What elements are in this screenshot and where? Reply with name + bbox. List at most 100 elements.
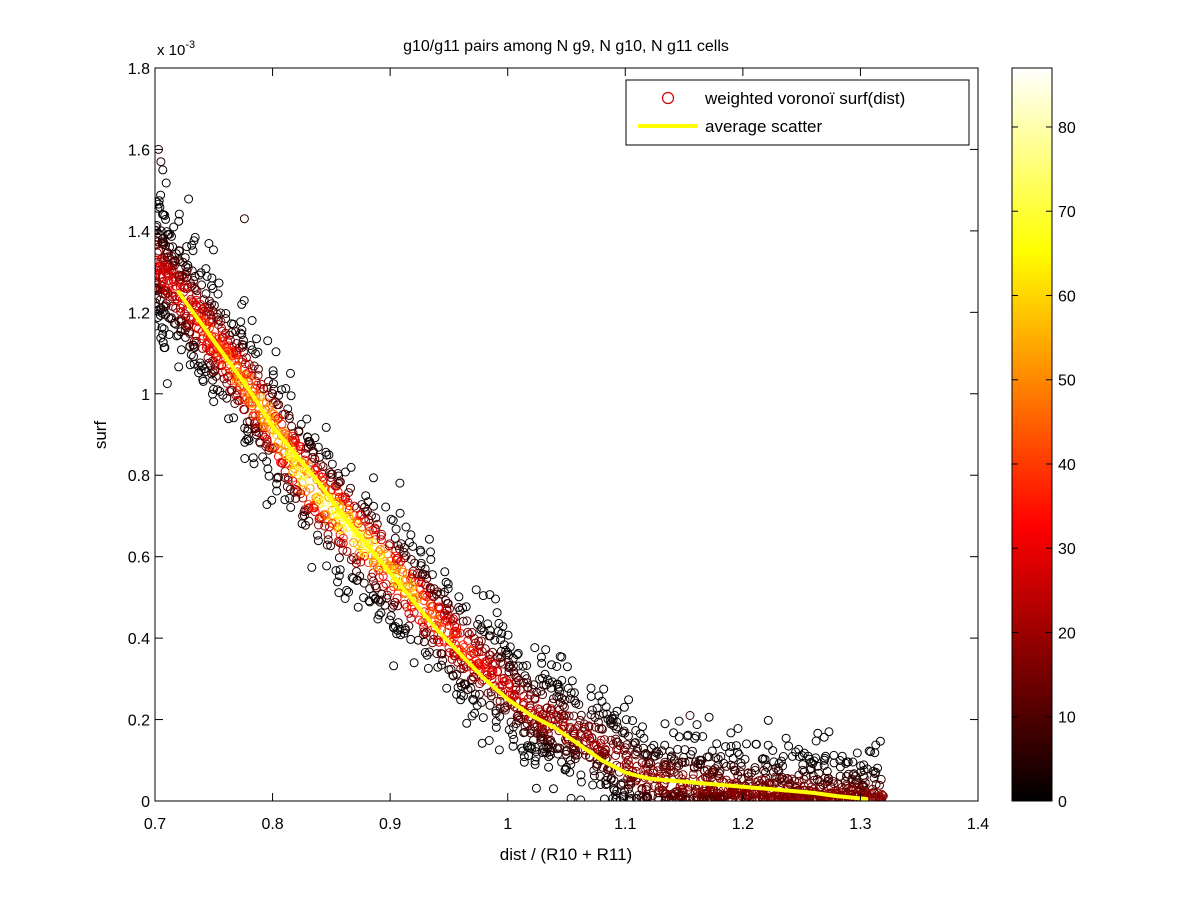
scatter-point (335, 565, 345, 575)
scatter-point (369, 473, 378, 483)
scatter-point (395, 478, 405, 488)
scatter-point (248, 453, 258, 463)
scatter-point (713, 754, 723, 764)
scatter-point (523, 682, 533, 692)
scatter-point (644, 757, 654, 767)
scatter-point (570, 754, 580, 764)
scatter-point (544, 678, 554, 688)
scatter-point (869, 773, 879, 783)
scatter-point (237, 330, 247, 339)
scatter-point (191, 331, 201, 341)
scatter-point (835, 762, 845, 772)
scatter-point (327, 518, 337, 528)
scatter-point (184, 194, 194, 204)
scatter-point (875, 780, 884, 790)
scatter-point (426, 584, 436, 594)
scatter-point (155, 284, 161, 294)
scatter-point (539, 680, 549, 690)
scatter-point (282, 459, 292, 469)
scatter-point (704, 712, 714, 722)
scatter-point (214, 278, 224, 288)
colorbar-tick-label: 60 (1058, 288, 1076, 305)
scatter-point (518, 746, 528, 756)
scatter-point (470, 689, 480, 699)
plot-background (155, 68, 978, 801)
scatter-point (851, 783, 861, 793)
scatter-point (438, 655, 448, 665)
scatter-point (231, 346, 241, 356)
scatter-point (619, 726, 629, 736)
scatter-point (299, 477, 309, 486)
scatter-point (711, 753, 721, 763)
scatter-point (529, 680, 539, 690)
scatter-point (198, 361, 208, 371)
scatter-point (221, 314, 231, 324)
scatter-point (530, 756, 540, 766)
scatter-point (365, 584, 375, 594)
scatter-point (187, 296, 196, 306)
scatter-point (536, 652, 546, 662)
scatter-point (344, 505, 354, 515)
scatter-point (637, 758, 647, 768)
scatter-point (678, 770, 688, 780)
scatter-point (441, 596, 451, 605)
scatter-point (693, 759, 703, 769)
scatter-point (369, 501, 378, 511)
scatter-point (269, 409, 279, 419)
scatter-point (641, 759, 651, 769)
scatter-point (280, 495, 290, 505)
scatter-point (408, 581, 418, 591)
scatter-point (828, 776, 838, 786)
scatter-point (201, 339, 211, 349)
scatter-point (562, 662, 572, 672)
scatter-point (613, 722, 622, 732)
scatter-point (731, 741, 741, 751)
legend-label-weighted: weighted voronoï surf(dist) (704, 89, 905, 108)
scatter-point (188, 340, 198, 350)
scatter-point (485, 590, 495, 600)
scatter-point (546, 705, 555, 715)
scatter-point (742, 739, 751, 749)
scatter-point (209, 245, 218, 255)
scatter-point (509, 734, 519, 744)
scatter-point (227, 319, 237, 329)
scatter-point (458, 616, 468, 626)
scatter-point (596, 780, 606, 789)
scatter-point (684, 794, 694, 801)
scatter-point (508, 661, 518, 671)
scatter-point (566, 793, 576, 801)
scatter-point (721, 742, 731, 752)
scatter-point (734, 750, 744, 759)
scatter-point (267, 443, 277, 453)
scatter-point (385, 615, 395, 625)
scatter-point (553, 679, 563, 689)
scatter-point (357, 500, 367, 509)
scatter-point (806, 764, 816, 774)
scatter-point (818, 780, 828, 790)
scatter-point (778, 752, 788, 761)
scatter-point (557, 757, 567, 767)
scatter-point (873, 763, 882, 773)
scatter-point (815, 777, 825, 787)
scatter-point (368, 538, 378, 547)
scatter-point (334, 588, 344, 598)
scatter-point (824, 727, 834, 737)
scatter-point (359, 548, 369, 558)
scatter-point (393, 601, 403, 611)
scatter-point (677, 784, 687, 794)
scatter-point (763, 715, 773, 725)
scatter-point (401, 575, 411, 584)
scatter-point (631, 726, 641, 735)
scatter-point (310, 465, 320, 475)
scatter-point (327, 469, 337, 479)
scatter-point (338, 545, 348, 555)
scatter-point (226, 386, 236, 395)
scatter-point (274, 437, 283, 447)
scatter-point (758, 790, 768, 800)
scatter-point (381, 502, 391, 512)
scatter-point (322, 540, 332, 550)
scatter-point (821, 751, 831, 761)
scatter-point (312, 475, 322, 485)
scatter-point (563, 683, 573, 693)
